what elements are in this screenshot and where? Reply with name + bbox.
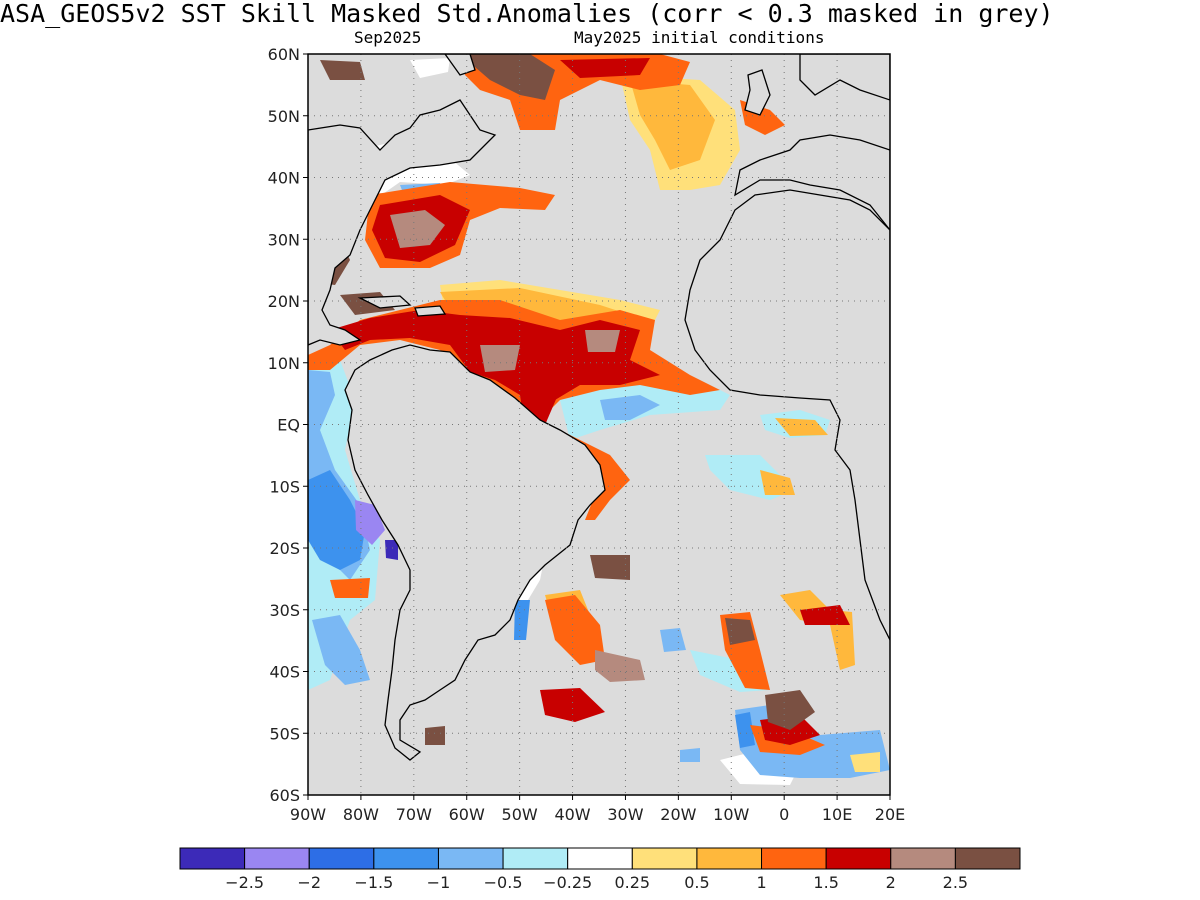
lat-tick-label: 10N (268, 354, 300, 373)
anomaly-positive-area (850, 752, 880, 772)
initial-conditions-label: May2025 initial conditions (574, 28, 825, 47)
colorbar-label: −2 (297, 873, 321, 892)
lat-tick-label: 20S (269, 539, 300, 558)
lon-tick-label: 40W (554, 805, 590, 824)
colorbar-swatch (308, 847, 375, 870)
africa-coastline (684, 189, 890, 641)
colorbar-label: −2.5 (225, 873, 264, 892)
anomaly-positive-area (760, 470, 795, 495)
lat-tick-label: 30N (268, 230, 300, 249)
anomaly-positive-area (460, 54, 555, 100)
coastlines (308, 54, 890, 761)
lat-tick-label: 40N (268, 169, 300, 188)
anomaly-positive-area (480, 345, 520, 372)
colorbar-swatch (825, 847, 892, 870)
anomaly-negative-area (680, 748, 700, 762)
map-title: ASA_GEOS5v2 SST Skill Masked Std.Anomali… (0, 0, 1054, 28)
europe-coastline (734, 134, 890, 232)
colorbar-label: −1 (427, 873, 451, 892)
colorbar-label: 1.5 (813, 873, 838, 892)
south-america-coastline (344, 344, 606, 761)
anomaly-positive-area (390, 210, 445, 248)
colorbar-label: 1 (756, 873, 766, 892)
lon-tick-label: 90W (290, 805, 326, 824)
colorbar-swatch (373, 847, 439, 870)
lat-tick-label: 50N (268, 107, 300, 126)
anomaly-positive-area (560, 58, 650, 78)
anomaly-positive-area (585, 330, 620, 352)
anomaly-positive-area (330, 578, 370, 598)
caribbean-islands-coastline (414, 305, 447, 317)
lon-tick-label: 30W (607, 805, 643, 824)
target-month-label: Sep2025 (354, 28, 422, 47)
lat-tick-label: 60S (269, 786, 300, 805)
lat-tick-label: 50S (269, 724, 300, 743)
colorbar: −2.5 −2 −1.5 −1 −0.5 −0.25 0.25 0.5 1 1.5 2 2.5 (179, 847, 1021, 892)
anomaly-positive-area (780, 590, 855, 670)
anomaly-negative-area (312, 615, 370, 685)
anomaly-positive-area (630, 80, 715, 170)
north-america-coastline (308, 99, 497, 346)
colorbar-swatch (890, 847, 956, 870)
lon-tick-label: 70W (396, 805, 432, 824)
latitude-axis: 60N 50N 40N 30N 20N 10N EQ 10S 20S 30S 40S 50S 60S (268, 45, 308, 805)
anomaly-negative-area (385, 540, 398, 560)
colorbar-swatch (179, 847, 246, 870)
lon-tick-label: 20W (660, 805, 696, 824)
colorbar-swatch (502, 847, 569, 870)
anomaly-positive-area (595, 650, 645, 682)
anomaly-positive-area (590, 555, 630, 580)
anomaly-positive-area (765, 690, 815, 730)
anomaly-negative-area (308, 470, 365, 570)
colorbar-label: 0.25 (614, 873, 650, 892)
anomaly-negative-area (600, 395, 660, 420)
longitude-axis: 90W 80W 70W 60W 50W 40W 30W 20W 10W 0 10E 20E (290, 795, 905, 824)
colorbar-label: 2.5 (943, 873, 968, 892)
anomaly-negative-area (735, 712, 755, 748)
british-isles-coastline (744, 69, 771, 116)
colorbar-label: −0.5 (484, 873, 523, 892)
caribbean-islands-coastline (357, 295, 412, 309)
colorbar-swatch (567, 847, 633, 870)
anomaly-positive-area (320, 60, 365, 80)
anomaly-positive-area (425, 726, 445, 745)
colorbar-swatch (761, 847, 827, 870)
colorbar-swatch (954, 847, 1021, 870)
anomaly-positive-area (775, 418, 828, 436)
lon-tick-label: 10W (713, 805, 749, 824)
colorbar-label: 0.5 (684, 873, 709, 892)
colorbar-swatch (631, 847, 698, 870)
scandinavia-coastline (799, 54, 890, 101)
colorbar-label: 2 (886, 873, 896, 892)
anomaly-positive-area (540, 688, 605, 722)
graticule (308, 54, 890, 795)
lon-tick-label: 20E (875, 805, 905, 824)
anomaly-near-zero-area (410, 58, 450, 78)
colorbar-label: −1.5 (354, 873, 393, 892)
lat-tick-label: 10S (269, 477, 300, 496)
lat-tick-label: 60N (268, 45, 300, 64)
lon-tick-label: 80W (343, 805, 379, 824)
greenland-coastline (444, 54, 476, 76)
anomaly-negative-area (660, 628, 686, 652)
colorbar-swatch (244, 847, 310, 870)
lat-tick-label: 20N (268, 292, 300, 311)
lon-tick-label: 60W (449, 805, 485, 824)
anomaly-positive-area (725, 618, 755, 645)
colorbar-label: −0.25 (543, 873, 592, 892)
lon-tick-label: 0 (779, 805, 789, 824)
lon-tick-label: 50W (502, 805, 538, 824)
lon-tick-label: 10E (822, 805, 852, 824)
colorbar-swatch (696, 847, 763, 870)
lat-tick-label: 40S (269, 663, 300, 682)
lat-tick-label: 30S (269, 601, 300, 620)
lat-tick-label: EQ (277, 416, 300, 435)
anomaly-positive-area (545, 595, 605, 665)
colorbar-swatch (437, 847, 504, 870)
